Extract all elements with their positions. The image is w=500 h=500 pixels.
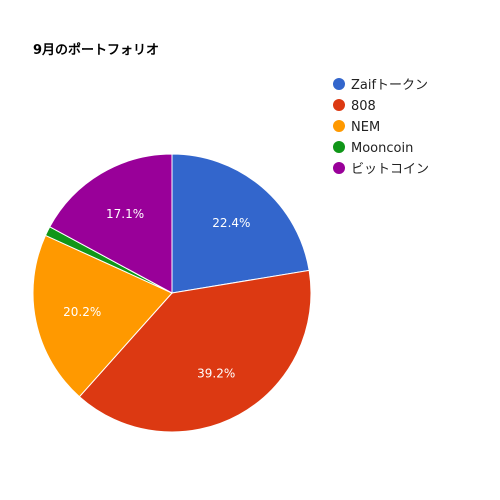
pie-slice-4[interactable] — [49, 153, 173, 294]
legend-item-0[interactable]: Zaifトークン — [333, 78, 428, 93]
pie-slice-1[interactable] — [78, 269, 312, 433]
slice-data-label-1: 39.2% — [197, 366, 235, 380]
slice-data-label-2: 20.2% — [63, 305, 101, 319]
legend-item-2[interactable]: NEM — [333, 120, 380, 135]
legend-swatch-2 — [333, 120, 345, 132]
legend-item-1[interactable]: 808 — [333, 99, 376, 114]
legend-swatch-3 — [333, 141, 345, 153]
pie-slice-labels: 22.4% 39.2% 20.2% 17.1% — [63, 207, 250, 380]
legend-label-0: Zaifトークン — [351, 78, 428, 93]
legend-item-3[interactable]: Mooncoin — [333, 141, 413, 156]
pie-slice-2[interactable] — [32, 234, 173, 398]
slice-data-label-0: 22.4% — [212, 216, 250, 230]
legend-label-4: ビットコイン — [351, 162, 429, 177]
legend-label-2: NEM — [351, 120, 380, 135]
legend-label-1: 808 — [351, 99, 376, 114]
chart-legend: Zaifトークン 808 NEM Mooncoin ビットコイン — [333, 78, 429, 177]
legend-swatch-0 — [333, 78, 345, 90]
pie-slices — [32, 153, 312, 433]
legend-swatch-1 — [333, 99, 345, 111]
legend-swatch-4 — [333, 162, 345, 174]
slice-data-label-4: 17.1% — [106, 207, 144, 221]
pie-slice-0[interactable] — [171, 153, 310, 294]
legend-label-3: Mooncoin — [351, 141, 413, 156]
legend-item-4[interactable]: ビットコイン — [333, 162, 429, 177]
chart-title: 9月のポートフォリオ — [33, 42, 159, 58]
